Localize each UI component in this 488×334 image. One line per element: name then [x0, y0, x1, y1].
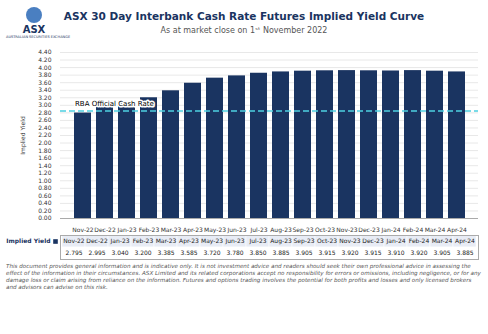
svg-text:3.60: 3.60 — [38, 79, 52, 86]
svg-text:3.200: 3.200 — [134, 249, 151, 256]
svg-text:Feb-24: Feb-24 — [409, 237, 430, 244]
svg-text:3.915: 3.915 — [364, 249, 381, 256]
svg-text:0.80: 0.80 — [38, 184, 52, 191]
svg-text:Dec-22: Dec-22 — [94, 226, 116, 233]
svg-text:Nov-23: Nov-23 — [336, 226, 358, 233]
svg-text:Jan-24: Jan-24 — [385, 237, 405, 245]
svg-text:Apr-24: Apr-24 — [447, 226, 467, 234]
svg-text:Dec-23: Dec-23 — [358, 226, 380, 233]
svg-text:1.60: 1.60 — [38, 154, 52, 161]
svg-text:2.60: 2.60 — [38, 116, 52, 123]
svg-text:3.905: 3.905 — [295, 249, 312, 256]
svg-text:Jan-23: Jan-23 — [109, 237, 129, 245]
svg-text:0.60: 0.60 — [38, 192, 52, 199]
svg-text:3.910: 3.910 — [387, 249, 404, 256]
svg-text:3.915: 3.915 — [318, 249, 335, 256]
html-text:AUSTRALIAN SECURITIES EXCHANGE: AUSTRALIAN SECURITIES EXCHANGE — [6, 35, 71, 39]
svg-text:Aug-23: Aug-23 — [270, 237, 292, 245]
svg-text:Jan-24: Jan-24 — [380, 226, 400, 234]
svg-text:2.795: 2.795 — [65, 249, 82, 256]
svg-text:Dec-22: Dec-22 — [86, 237, 108, 244]
svg-text:Nov-23: Nov-23 — [339, 237, 361, 244]
svg-text:Jul-23: Jul-23 — [248, 237, 266, 245]
svg-text:3.00: 3.00 — [38, 101, 52, 108]
svg-text:1.80: 1.80 — [38, 147, 52, 154]
svg-text:Jun-23: Jun-23 — [226, 226, 246, 234]
svg-text:May-23: May-23 — [204, 226, 226, 234]
svg-text:Implied Yield: Implied Yield — [6, 237, 50, 245]
svg-text:3.585: 3.585 — [180, 249, 197, 256]
svg-text:Mar-24: Mar-24 — [425, 226, 446, 233]
svg-text:1.20: 1.20 — [38, 169, 52, 176]
svg-text:3.850: 3.850 — [249, 249, 266, 256]
svg-text:Jan-23: Jan-23 — [116, 226, 136, 234]
html-text:ASX 30 Day Interbank Cash Rate: ASX 30 Day Interbank Cash Rate Futures I… — [63, 10, 425, 22]
svg-text:4.20: 4.20 — [38, 56, 52, 63]
svg-text:Dec-23: Dec-23 — [362, 237, 384, 244]
svg-text:2.80: 2.80 — [38, 109, 52, 116]
svg-text:3.040: 3.040 — [111, 249, 128, 256]
svg-text:2.00: 2.00 — [38, 139, 52, 146]
html-text:This document provides general: This document provides general informati… — [6, 263, 481, 290]
svg-text:Feb-23: Feb-23 — [133, 237, 154, 244]
svg-text:Mar-23: Mar-23 — [161, 226, 182, 233]
svg-text:Feb-24: Feb-24 — [403, 226, 424, 233]
svg-text:Mar-23: Mar-23 — [156, 237, 177, 244]
svg-text:Sep-23: Sep-23 — [292, 226, 313, 234]
svg-text:Apr-23: Apr-23 — [179, 237, 199, 245]
svg-text:3.720: 3.720 — [203, 249, 220, 256]
svg-text:3.920: 3.920 — [341, 249, 358, 256]
svg-text:3.780: 3.780 — [226, 249, 243, 256]
svg-text:Jun-23: Jun-23 — [224, 237, 244, 245]
svg-text:3.20: 3.20 — [38, 94, 52, 101]
svg-text:3.385: 3.385 — [157, 249, 174, 256]
svg-text:Nov-22: Nov-22 — [72, 226, 94, 233]
svg-text:1.40: 1.40 — [38, 162, 52, 169]
svg-text:3.905: 3.905 — [433, 249, 450, 256]
svg-text:3.40: 3.40 — [38, 86, 52, 93]
svg-text:0.20: 0.20 — [38, 207, 52, 214]
svg-text:Feb-23: Feb-23 — [139, 226, 160, 233]
svg-text:2.40: 2.40 — [38, 124, 52, 131]
svg-text:0.40: 0.40 — [38, 199, 52, 206]
svg-text:3.80: 3.80 — [38, 71, 52, 78]
svg-text:Aug-23: Aug-23 — [270, 226, 292, 234]
svg-text:Sep-23: Sep-23 — [293, 237, 314, 245]
svg-text:0.00: 0.00 — [38, 214, 52, 221]
svg-text:Apr-23: Apr-23 — [183, 226, 203, 234]
svg-text:Apr-24: Apr-24 — [455, 237, 475, 245]
svg-text:Nov-22: Nov-22 — [63, 237, 85, 244]
svg-text:4.00: 4.00 — [38, 64, 52, 71]
svg-text:2.20: 2.20 — [38, 131, 52, 138]
svg-text:1.00: 1.00 — [38, 177, 52, 184]
svg-text:RBA Official Cash Rate: RBA Official Cash Rate — [75, 100, 154, 108]
svg-text:Oct-23: Oct-23 — [317, 237, 337, 244]
svg-text:Jul-23: Jul-23 — [249, 226, 267, 234]
svg-text:Implied Yield: Implied Yield — [19, 116, 27, 155]
html-text:ASX: ASX — [22, 24, 46, 35]
svg-text:Mar-24: Mar-24 — [432, 237, 453, 244]
svg-text:Oct-23: Oct-23 — [315, 226, 335, 233]
svg-text:4.40: 4.40 — [38, 48, 52, 55]
svg-text:3.885: 3.885 — [456, 249, 473, 256]
svg-text:2.995: 2.995 — [88, 249, 105, 256]
svg-text:3.885: 3.885 — [272, 249, 289, 256]
svg-text:3.920: 3.920 — [410, 249, 427, 256]
svg-text:May-23: May-23 — [201, 237, 223, 245]
html-text:As at market close on 1ˢᵗ Nove: As at market close on 1ˢᵗ November 2022 — [160, 26, 328, 35]
